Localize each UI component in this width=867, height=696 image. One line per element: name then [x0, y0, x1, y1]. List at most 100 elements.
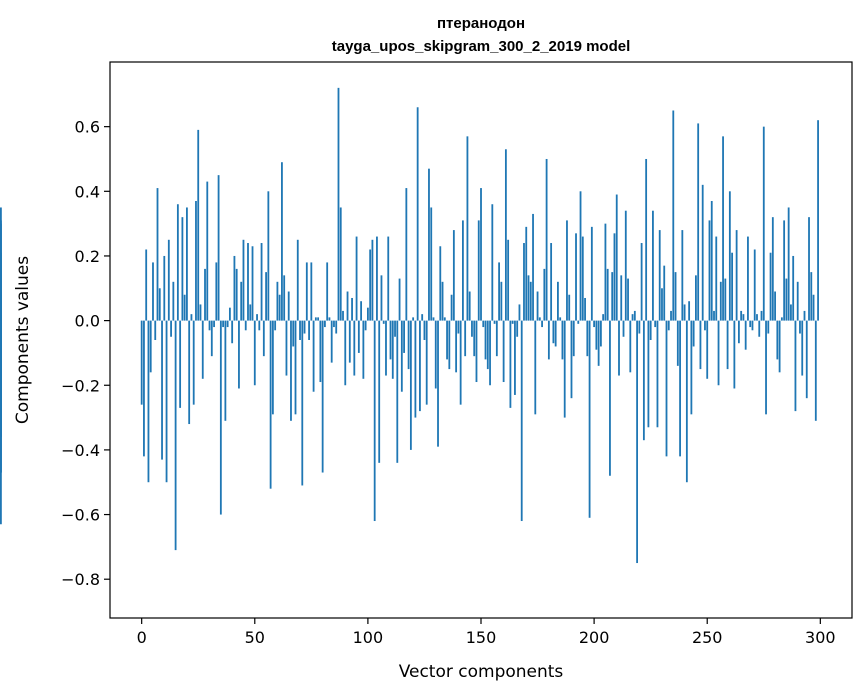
bar-component-119 [409, 320, 412, 450]
bar-component-259 [726, 320, 729, 370]
bar-component-298 [814, 320, 817, 421]
bar-component-253 [713, 310, 715, 321]
bar-component-166 [516, 320, 519, 337]
bar-component-164 [511, 320, 514, 324]
bar-component-28 [204, 268, 206, 321]
bar-component-53 [260, 243, 263, 321]
bar-component-283 [780, 317, 783, 321]
bar-component-33 [215, 262, 218, 321]
bar-component-80 [321, 320, 324, 473]
bar-component-103 [373, 320, 376, 522]
bar-component-66 [290, 320, 292, 421]
bar-component-250 [706, 320, 709, 379]
bar-component-186 [561, 320, 564, 360]
bar-component-115 [400, 320, 403, 392]
bar-component-10 [163, 255, 166, 321]
bar-component-169 [523, 243, 525, 321]
bar-component-112 [394, 320, 396, 337]
bar-component-21 [188, 320, 191, 425]
bar-component-121 [414, 320, 417, 418]
bar-component-171 [527, 275, 530, 321]
bar-component-216 [629, 320, 632, 373]
bar-component-143 [464, 320, 467, 357]
bar-component-0 [140, 320, 143, 405]
bar-component-24 [195, 201, 197, 321]
bar-component-178 [543, 268, 546, 321]
bar-component-190 [570, 320, 573, 399]
bar-component-174 [534, 320, 537, 415]
bar-component-82 [326, 262, 329, 321]
bar-component-98 [362, 320, 365, 379]
bar-component-218 [633, 310, 636, 321]
bar-component-247 [699, 320, 702, 370]
bar-component-296 [810, 272, 813, 321]
bar-component-249 [704, 320, 706, 331]
bar-component-248 [701, 184, 704, 321]
bar-component-101 [369, 249, 372, 321]
y-tick-label: −0.8 [61, 570, 100, 589]
bar-component-54 [262, 320, 265, 357]
bar-component-251 [708, 220, 711, 321]
y-tick-label: −0.2 [61, 376, 100, 395]
bar-component-51 [256, 314, 258, 321]
bar-component-160 [502, 320, 505, 383]
bar-component-282 [778, 320, 781, 373]
bar-component-208 [611, 272, 614, 321]
bar-component-201 [595, 320, 598, 350]
bar-component-224 [647, 320, 650, 428]
bar-component-238 [679, 320, 681, 457]
bar-component-260 [728, 191, 731, 321]
bar-component-172 [529, 281, 532, 321]
bar-component-7 [156, 188, 159, 321]
bar-component-90 [344, 320, 347, 386]
bar-component-275 [762, 126, 765, 321]
bar-component-127 [428, 168, 430, 321]
bar-component-78 [317, 317, 320, 321]
bar-component-185 [559, 317, 562, 321]
bar-component-49 [251, 246, 254, 321]
bar-component-65 [287, 291, 290, 321]
bar-component-197 [586, 320, 589, 357]
bar-component-94 [353, 320, 356, 376]
bar-component-133 [441, 281, 444, 321]
bar-component-148 [475, 320, 478, 383]
bar-component-31 [210, 320, 213, 357]
bar-component-228 [656, 320, 659, 428]
bar-component-151 [482, 320, 485, 328]
bar-component-299 [817, 120, 819, 321]
x-tick-label: 200 [579, 628, 610, 647]
bar-component-206 [606, 268, 609, 321]
bar-component-45 [242, 239, 245, 321]
bar-component-223 [645, 158, 648, 321]
bar-component-220 [638, 320, 641, 334]
x-tick-label: 100 [353, 628, 384, 647]
bar-component-89 [342, 310, 344, 321]
bar-component-209 [613, 233, 616, 321]
bar-component-229 [658, 230, 661, 321]
bar-component-291 [799, 320, 801, 334]
bar-component-116 [403, 320, 405, 353]
bar-component-105 [378, 320, 381, 463]
bar-component-280 [774, 291, 776, 321]
bar-component-199 [590, 226, 593, 321]
bar-component-113 [396, 320, 399, 463]
bar-component-162 [507, 239, 510, 321]
bar-component-204 [602, 314, 605, 321]
bar-component-142 [462, 220, 464, 321]
bar-component-239 [681, 230, 684, 321]
bar-component-140 [457, 320, 460, 334]
bar-component-73 [305, 262, 308, 321]
bar-component-84 [330, 320, 333, 363]
bar-component-8 [158, 288, 161, 321]
bar-component-191 [572, 320, 575, 357]
bar-component-284 [783, 220, 786, 321]
bar-component-277 [767, 320, 770, 334]
bar-component-4 [149, 320, 152, 373]
bar-component-128 [430, 207, 433, 321]
bar-component-131 [437, 320, 439, 447]
bar-component-18 [181, 217, 184, 321]
bar-component-44 [240, 281, 243, 321]
bar-component-14 [172, 281, 175, 321]
bar-component-226 [652, 210, 654, 321]
bar-component-215 [627, 278, 629, 321]
